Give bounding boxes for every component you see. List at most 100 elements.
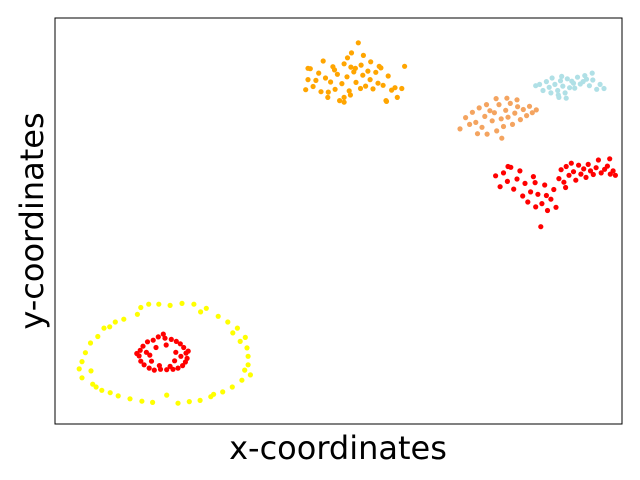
scatter-point	[344, 74, 350, 80]
scatter-point	[562, 90, 568, 96]
scatter-point	[177, 341, 183, 347]
scatter-point	[548, 196, 554, 202]
scatter-point	[173, 338, 179, 344]
scatter-point	[601, 85, 607, 92]
scatter-point	[551, 186, 557, 193]
scatter-point	[504, 178, 510, 184]
scatter-point	[561, 179, 567, 185]
scatter-point	[557, 78, 564, 84]
scatter-point	[512, 110, 518, 116]
scatter-point	[484, 131, 490, 137]
scatter-point	[179, 300, 185, 306]
scatter-point	[184, 355, 190, 361]
scatter-point	[548, 90, 554, 96]
scatter-point	[76, 366, 82, 372]
scatter-point	[363, 83, 369, 89]
scatter-point	[385, 73, 391, 79]
scatter-point	[367, 77, 373, 83]
scatter-point	[457, 126, 463, 132]
scatter-point	[533, 107, 539, 113]
scatter-point	[496, 102, 502, 108]
scatter-point	[197, 397, 203, 403]
scatter-point	[504, 95, 510, 101]
scatter-point	[242, 334, 248, 340]
scatter-point	[168, 336, 174, 342]
scatter-point	[318, 89, 324, 95]
scatter-point	[474, 131, 481, 137]
scatter-point	[399, 85, 405, 92]
scatter-point	[178, 353, 184, 359]
scatter-point	[99, 387, 105, 393]
scatter-point	[570, 80, 577, 86]
scatter-point	[127, 396, 133, 402]
scatter-point	[143, 349, 149, 355]
scatter-point	[500, 123, 507, 130]
x-axis-label: x-coordinates	[229, 429, 447, 467]
scatter-point	[552, 81, 558, 87]
scatter-point	[121, 316, 127, 322]
scatter-point	[151, 367, 157, 373]
scatter-point	[543, 79, 550, 85]
scatter-point	[566, 172, 572, 178]
scatter-point	[365, 68, 371, 74]
scatter-point	[347, 92, 353, 98]
data-points	[76, 40, 619, 406]
scatter-point	[497, 184, 503, 190]
scatter-point	[533, 204, 539, 210]
scatter-point	[146, 365, 152, 371]
scatter-point	[244, 345, 250, 351]
scatter-point	[514, 176, 520, 182]
scatter-point	[375, 80, 381, 86]
scatter-point	[239, 377, 245, 383]
scatter-point	[185, 348, 191, 354]
scatter-point	[245, 353, 251, 359]
scatter-point	[544, 207, 551, 214]
scatter-point	[604, 163, 611, 169]
scatter-point	[590, 171, 596, 178]
scatter-point	[234, 325, 240, 331]
scatter-point	[567, 85, 573, 91]
scatter-point	[482, 113, 488, 119]
scatter-point	[476, 105, 482, 111]
scatter-point	[341, 94, 347, 100]
scatter-point	[360, 52, 366, 59]
scatter-point	[503, 107, 509, 113]
scatter-point	[505, 163, 511, 170]
scatter-point	[509, 121, 516, 127]
scatter-point	[593, 165, 599, 171]
scatter-point	[348, 50, 355, 56]
scatter-point	[563, 163, 569, 170]
y-axis-label: y-coordinates	[13, 112, 51, 329]
scatter-point	[175, 365, 181, 371]
scatter-point	[360, 72, 366, 78]
scatter-point	[517, 117, 524, 123]
scatter-point	[316, 70, 322, 76]
scatter-point	[553, 204, 559, 210]
scatter-point	[499, 135, 505, 141]
scatter-point	[101, 325, 107, 331]
scatter-point	[79, 375, 85, 381]
scatter-point	[346, 88, 352, 94]
scatter-point	[487, 108, 493, 114]
scatter-point	[220, 389, 226, 395]
scatter-point	[150, 337, 156, 343]
scatter-point	[570, 169, 577, 175]
scatter-point	[507, 100, 513, 106]
scatter-point	[139, 398, 145, 404]
scatter-point	[164, 367, 170, 373]
scatter-point	[535, 191, 541, 197]
scatter-point	[82, 350, 88, 356]
scatter-point	[138, 358, 144, 364]
scatter-point	[328, 79, 334, 85]
scatter-point	[198, 309, 204, 315]
cluster-4	[457, 95, 539, 141]
scatter-point	[357, 85, 364, 92]
scatter-point	[310, 83, 316, 90]
scatter-point	[524, 113, 530, 119]
cluster-1	[76, 300, 253, 406]
scatter-point	[578, 171, 584, 177]
scatter-point	[229, 384, 235, 390]
scatter-point	[528, 189, 534, 195]
scatter-point	[607, 156, 613, 162]
